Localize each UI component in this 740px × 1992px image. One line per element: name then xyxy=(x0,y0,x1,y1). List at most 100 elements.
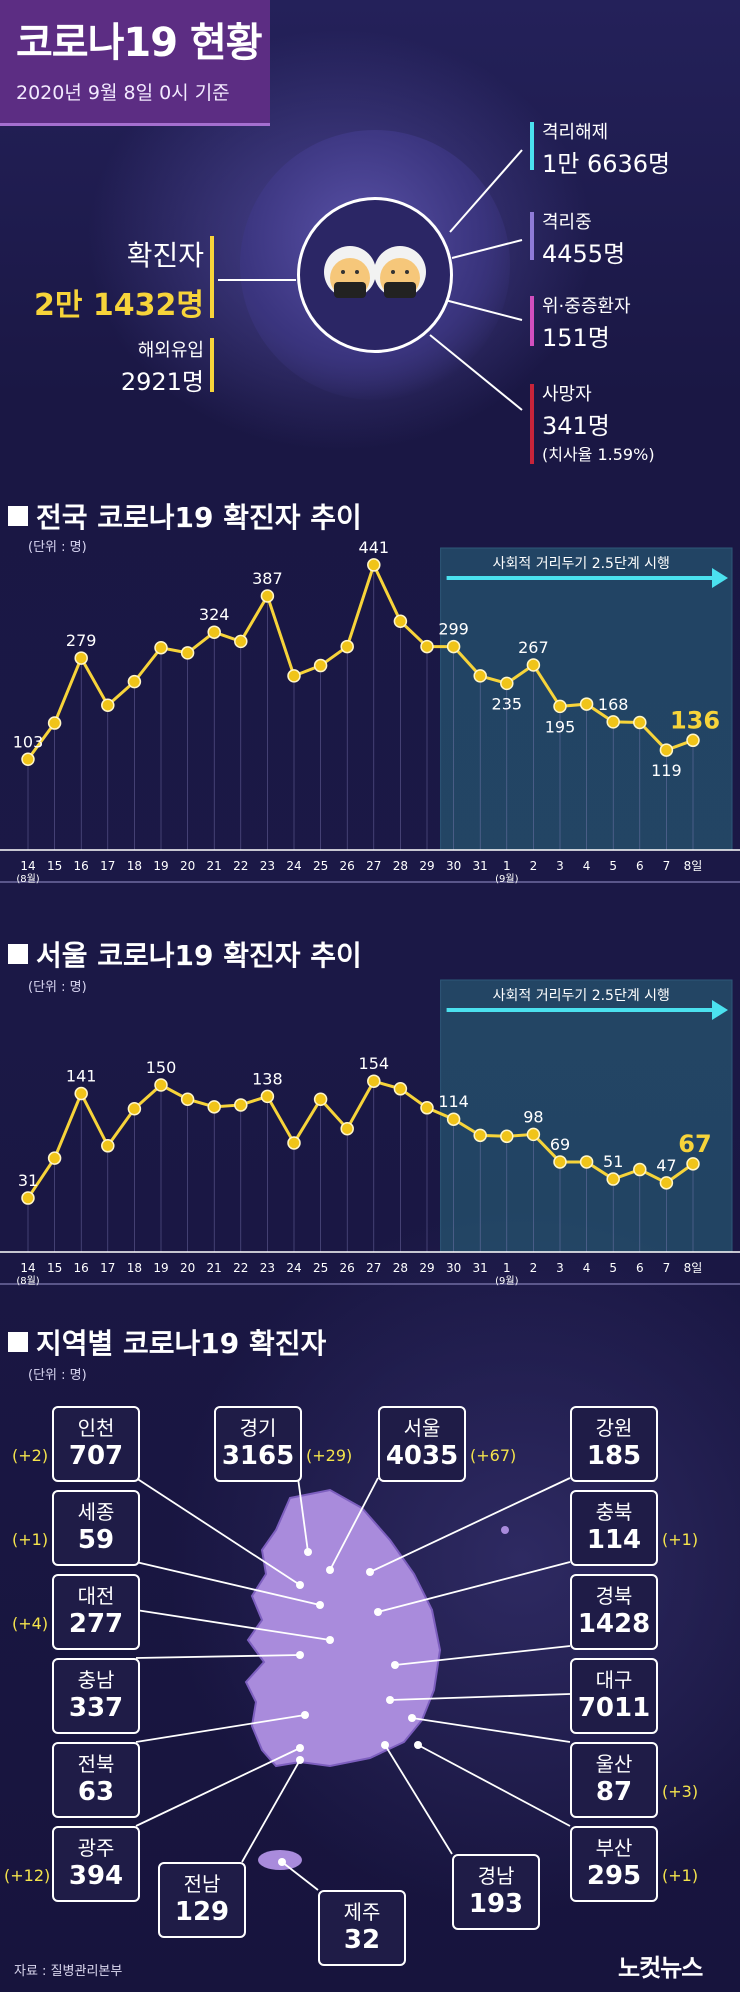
tick-label: 31 xyxy=(473,1261,488,1275)
region-name: 제주 xyxy=(343,1900,381,1924)
data-point xyxy=(260,1089,275,1104)
region-dot xyxy=(326,1636,334,1644)
fatality-note: (치사율 1.59%) xyxy=(542,445,655,464)
data-point xyxy=(101,1139,115,1153)
data-point xyxy=(21,1191,35,1205)
data-point xyxy=(420,1101,434,1115)
imported-block: 해외유입 2921명 xyxy=(60,336,204,397)
region-dot xyxy=(304,1548,312,1556)
data-point xyxy=(74,651,88,665)
tick-label: 28 xyxy=(393,859,408,873)
confirmed-block: 확진자 xyxy=(104,234,204,274)
data-point xyxy=(207,625,221,639)
data-label: 31 xyxy=(18,1171,38,1190)
region-dot xyxy=(366,1568,374,1576)
seoul-chart-title-text: 서울 코로나19 확진자 추이 xyxy=(36,939,362,972)
released-bar xyxy=(530,122,534,170)
region-value: 295 xyxy=(586,1861,642,1891)
region-box: 경남 193 xyxy=(452,1854,540,1930)
tick-label: 3 xyxy=(556,859,564,873)
region-dot xyxy=(316,1601,324,1609)
region-delta: (+1) xyxy=(662,1530,699,1549)
data-point xyxy=(260,589,275,603)
data-label: 67 xyxy=(678,1130,711,1158)
national-chart-title: 전국 코로나19 확진자 추이 xyxy=(8,496,362,536)
region-delta: (+1) xyxy=(662,1866,699,1885)
region-name: 부산 xyxy=(595,1836,633,1860)
region-dot xyxy=(296,1651,304,1659)
data-point xyxy=(340,1121,354,1136)
masked-person-icon xyxy=(374,246,426,298)
data-point xyxy=(313,658,328,673)
tick-label: 21 xyxy=(207,1261,222,1275)
tick-label: 22 xyxy=(233,1261,248,1275)
data-label: 47 xyxy=(656,1156,676,1175)
region-connector xyxy=(297,1477,309,1553)
data-point xyxy=(127,674,142,689)
data-point xyxy=(127,1102,142,1116)
imported-value: 2921명 xyxy=(120,368,204,396)
region-name: 서울 xyxy=(403,1416,441,1440)
tick-label: 30 xyxy=(446,859,461,873)
data-label: 51 xyxy=(603,1152,623,1171)
data-label: 195 xyxy=(545,717,576,736)
region-delta: (+2) xyxy=(12,1446,49,1465)
tick-label: 5 xyxy=(609,1261,617,1275)
region-dot xyxy=(374,1608,382,1616)
seoul-chart-title: 서울 코로나19 확진자 추이 xyxy=(8,934,362,974)
annotation-label: 사회적 거리두기 2.5단계 시행 xyxy=(493,556,670,572)
tick-label: 17 xyxy=(100,1261,115,1275)
deaths-label: 사망자 xyxy=(542,384,592,405)
data-label: 267 xyxy=(518,638,549,657)
region-delta: (+1) xyxy=(12,1530,49,1549)
data-label: 119 xyxy=(651,761,682,780)
header-box: 코로나19 현황 2020년 9월 8일 0시 기준 xyxy=(0,0,270,126)
tick-label: 6 xyxy=(636,859,644,873)
region-value: 337 xyxy=(68,1693,124,1723)
confirmed-label: 확진자 xyxy=(126,239,204,272)
source-caption: 자료 : 질병관리본부 xyxy=(14,1964,123,1979)
region-connector xyxy=(384,1744,453,1855)
critical-block: 위·중증환자 151명 xyxy=(542,292,631,353)
released-label: 격리해제 xyxy=(542,122,609,143)
data-point xyxy=(579,697,594,711)
tick-label: 23 xyxy=(260,859,275,873)
data-point xyxy=(287,1136,301,1150)
masked-person-icon xyxy=(324,246,376,298)
region-delta: (+29) xyxy=(306,1446,353,1465)
critical-value: 151명 xyxy=(542,324,610,352)
region-connector xyxy=(377,1561,571,1613)
tick-label: 14 xyxy=(20,859,35,873)
national-line-chart: 사회적 거리두기 2.5단계 시행10327932438744129923526… xyxy=(0,540,740,885)
region-connector xyxy=(135,1609,331,1641)
region-box: 대구 7011 xyxy=(570,1658,658,1734)
region-name: 강원 xyxy=(595,1416,633,1440)
data-label: 299 xyxy=(438,620,469,639)
data-point xyxy=(686,1157,700,1171)
region-name: 전남 xyxy=(183,1872,221,1896)
region-connector xyxy=(389,1693,571,1701)
tick-label: 27 xyxy=(366,1261,381,1275)
region-dot xyxy=(326,1566,334,1574)
national-unit: (단위 : 명) xyxy=(28,540,87,555)
arrow-head-icon xyxy=(712,568,728,588)
data-point xyxy=(446,639,461,654)
isolated-block: 격리중 4455명 xyxy=(542,208,625,269)
tick-label: 27 xyxy=(366,859,381,873)
region-name: 인천 xyxy=(77,1416,115,1440)
data-point xyxy=(473,1128,487,1143)
tick-label: 25 xyxy=(313,859,328,873)
deaths-value: 341명 xyxy=(542,412,610,440)
region-connector xyxy=(135,1747,301,1827)
region-connector xyxy=(394,1645,571,1666)
tick-label: 3 xyxy=(556,1261,564,1275)
region-connector xyxy=(241,1759,301,1863)
region-name: 경기 xyxy=(239,1416,277,1440)
data-point xyxy=(579,1155,594,1169)
tick-label: 26 xyxy=(340,1261,355,1275)
data-point xyxy=(367,1074,381,1088)
region-name: 충북 xyxy=(595,1500,633,1524)
month-label: (9월) xyxy=(495,1275,518,1287)
region-value: 185 xyxy=(586,1441,642,1471)
